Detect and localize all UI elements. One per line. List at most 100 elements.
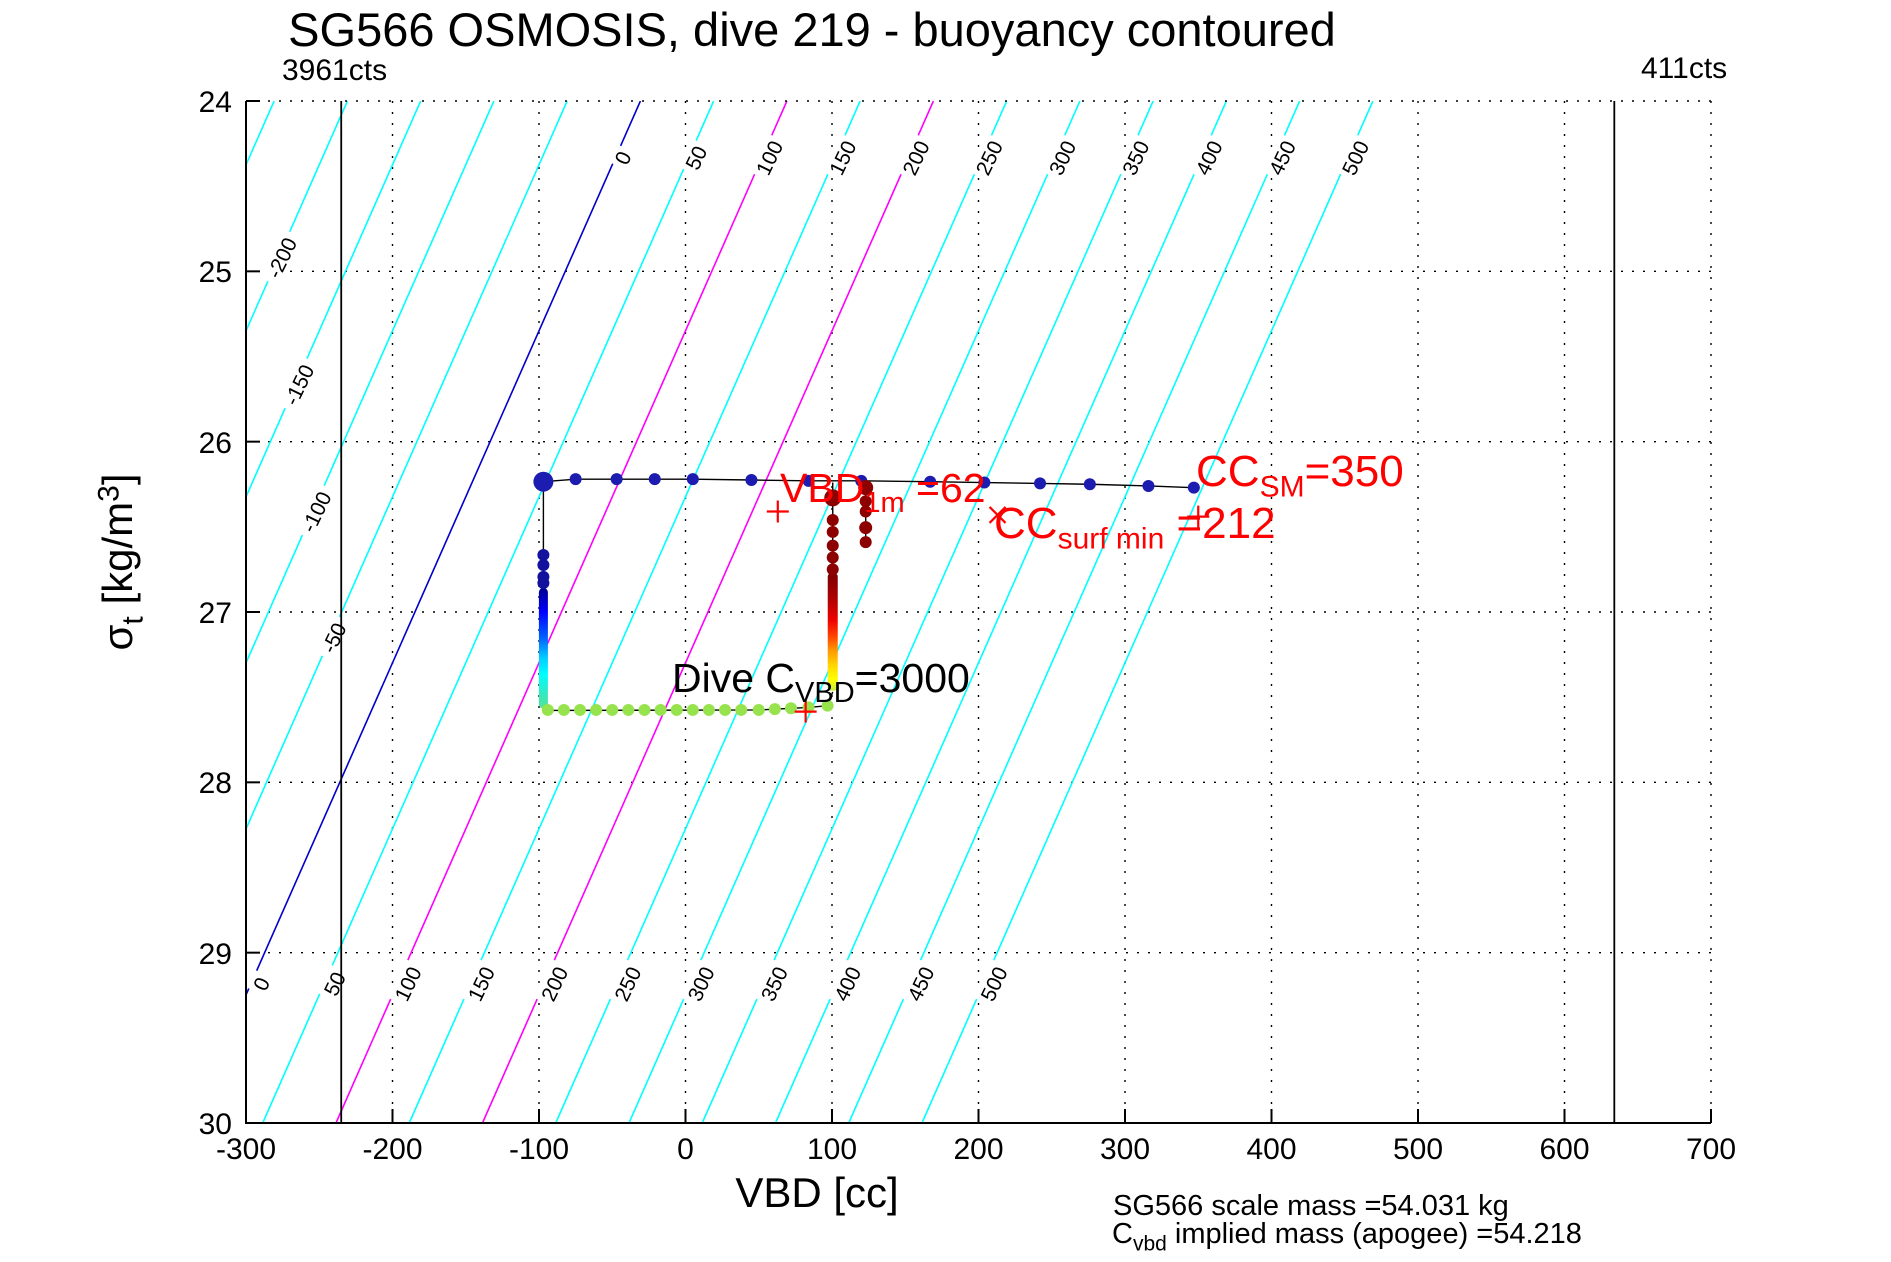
- data-point-surface-drift: [802, 474, 815, 487]
- contour-line: [246, 101, 642, 997]
- contour-label: 250: [969, 133, 1010, 183]
- marker-plus-dive-cvbd-marker: [794, 700, 817, 723]
- contour-label: 350: [754, 959, 795, 1009]
- data-point-deep-drift: [686, 703, 699, 716]
- data-point-ascent-top-dots: [824, 489, 842, 507]
- y-tick-label: 30: [198, 1108, 232, 1141]
- contour-line: [921, 101, 1374, 1123]
- contour-label: 450: [1262, 133, 1303, 183]
- contour-line: [261, 101, 715, 1123]
- contour-label: 500: [974, 959, 1015, 1009]
- data-point-deep-drift: [574, 703, 587, 716]
- marker-plus-cc-sm-marker: [1187, 505, 1210, 528]
- data-point-deep-drift: [752, 703, 765, 716]
- marker-x-cc-surf-min-marker: [988, 506, 1007, 524]
- contour-label: 0: [608, 143, 639, 173]
- contour-line: [246, 101, 495, 665]
- axis-lines: [245, 101, 1711, 1124]
- contour-line: [246, 101, 422, 499]
- x-axis-label: VBD [cc]: [735, 1169, 899, 1216]
- contour-line: [774, 101, 1228, 1123]
- data-point-deep-drift: [557, 703, 570, 716]
- contour-label: 300: [681, 959, 722, 1009]
- data-point-surface-drift: [1034, 477, 1047, 490]
- data-point-surface-drift: [533, 471, 554, 492]
- y-tick-label: 28: [198, 767, 232, 801]
- contour-label: 200: [534, 959, 575, 1009]
- data-point-surface-spike-dots: [858, 480, 874, 496]
- x-tick-label: -100: [508, 1133, 570, 1166]
- data-point-deep-drift: [622, 703, 635, 716]
- data-point-surface-drift: [1083, 478, 1096, 491]
- data-point-deep-drift: [638, 703, 651, 716]
- contour-line: [481, 101, 935, 1123]
- contour-label: -150: [276, 355, 322, 415]
- dive-cvbd-label: Dive CVBD=3000: [672, 655, 970, 710]
- vbd-1m-label: VBD1m =62: [780, 465, 986, 520]
- x-tick-label: 500: [1392, 1133, 1444, 1166]
- plot-area: 0 50 100 150 200 250 300 350 400 450 500 0 50 100 150 2…: [246, 101, 1711, 1123]
- y-axis-label: σt [kg/m3]: [92, 473, 150, 651]
- contour-label: 150: [461, 959, 502, 1009]
- data-point-deep-drift: [606, 703, 619, 716]
- contour-line: [847, 101, 1301, 1123]
- data-point-surface-spike-dots: [859, 536, 872, 549]
- page-title: SG566 OSMOSIS, dive 219 - buoyancy conto…: [288, 3, 1336, 56]
- data-point-surface-drift: [1187, 481, 1200, 494]
- contour-line: [335, 101, 788, 1123]
- data-point-surface-drift: [745, 473, 758, 486]
- data-point-ascent-top-dots: [826, 551, 839, 564]
- contour-label: 200: [896, 133, 937, 183]
- data-point-ascent-top-dots: [826, 539, 839, 552]
- contour-line: [408, 101, 861, 1123]
- x-tick-label: 700: [1685, 1133, 1737, 1166]
- data-point-deep-drift: [541, 703, 554, 716]
- contour-line: [628, 101, 1081, 1123]
- data-point-deep-drift: [821, 699, 834, 712]
- y-tick-label: 29: [198, 937, 232, 971]
- marker-plus-vbd-1m-marker: [766, 500, 789, 523]
- data-point-deep-drift: [784, 702, 797, 715]
- scale-mass-text: SG566 scale mass =54.031 kg: [1113, 1190, 1509, 1222]
- x-tick-label: -300: [215, 1133, 277, 1166]
- contour-label: 400: [1189, 133, 1230, 183]
- counts-left-label: 3961cts: [282, 54, 388, 87]
- data-point-deep-drift: [735, 703, 748, 716]
- data-point-deep-drift: [719, 703, 732, 716]
- contour-label: 450: [900, 959, 942, 1009]
- data-point-surface-drift: [978, 476, 991, 489]
- contour-line: [701, 101, 1154, 1123]
- x-tick-label: 0: [677, 1133, 694, 1166]
- x-tick-label: -200: [362, 1133, 423, 1166]
- data-point-surface-spike-dots: [859, 505, 872, 518]
- y-tick-label: 27: [198, 597, 232, 630]
- contour-label: 0: [246, 969, 277, 999]
- data-point-surface-drift: [686, 473, 699, 486]
- data-point-descent-top-dots: [537, 577, 550, 590]
- y-tick-label: 26: [198, 426, 232, 460]
- data-point-ascent-top-dots: [826, 514, 839, 527]
- contour-label: -200: [259, 228, 305, 288]
- data-point-ascent-top-dots: [826, 563, 839, 576]
- data-point-surface-drift: [569, 473, 582, 486]
- data-point-surface-spike-dots: [859, 495, 872, 508]
- contour-label: 150: [822, 133, 864, 183]
- counts-right-label: 411cts: [1641, 52, 1728, 85]
- contour-label: 400: [827, 959, 868, 1009]
- x-tick-label: 200: [953, 1133, 1004, 1166]
- data-point-ascent-top-dots: [826, 525, 839, 538]
- contour-label: 500: [1335, 133, 1376, 183]
- contour-label: 300: [1042, 133, 1083, 183]
- data-point-surface-drift: [648, 473, 661, 486]
- data-point-deep-drift: [768, 703, 781, 716]
- data-point-deep-drift: [670, 703, 683, 716]
- contour-label: -100: [293, 482, 340, 542]
- cc-sm-label: CCSM=350: [1196, 447, 1404, 504]
- gradient-bar-ascent-bar: [827, 572, 838, 691]
- data-point-surface-spike-dots: [859, 521, 873, 535]
- y-tick-label: 25: [198, 256, 232, 290]
- contour-label: 100: [749, 133, 790, 183]
- x-tick-label: 600: [1539, 1133, 1590, 1166]
- data-point-surface-drift: [924, 475, 937, 488]
